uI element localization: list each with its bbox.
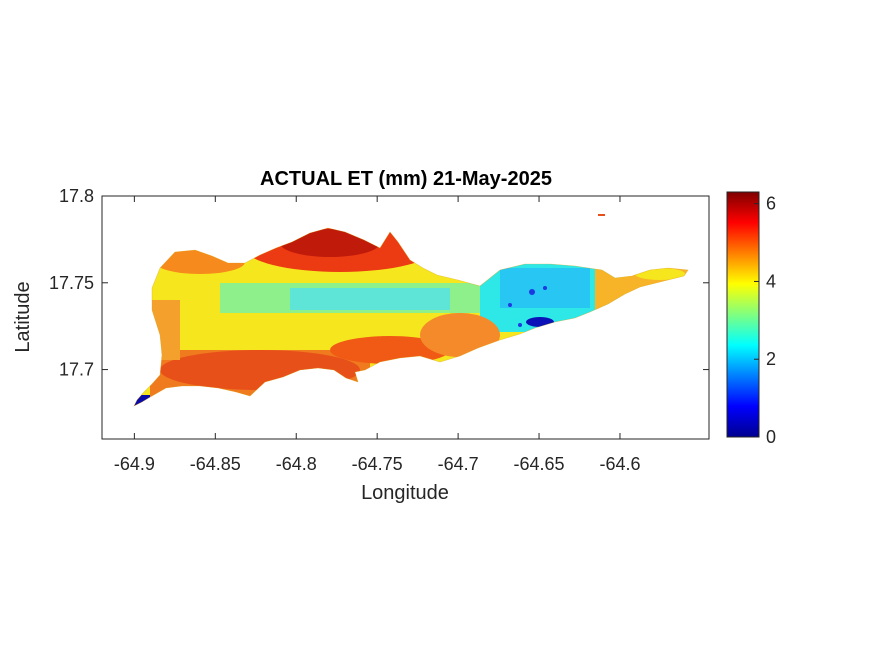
chart-title: ACTUAL ET (mm) 21-May-2025: [260, 168, 552, 190]
x-tick-label: -64.75: [352, 454, 403, 474]
x-tick-label: -64.9: [114, 454, 155, 474]
islet-marker: [598, 214, 605, 216]
colorbar-tick-label: 6: [766, 194, 776, 214]
y-axis-label: Latitude: [12, 281, 34, 352]
colorbar-tick-label: 2: [766, 349, 776, 369]
x-tick-label: -64.8: [276, 454, 317, 474]
x-tick-label: -64.7: [438, 454, 479, 474]
colorbar-tick-label: 4: [766, 271, 776, 291]
colorbar-tick-label: 0: [766, 427, 776, 447]
colorbar-ticks: 0 2 4 6: [754, 194, 776, 447]
colorbar: [726, 191, 760, 438]
x-tick-label: -64.65: [514, 454, 565, 474]
y-tick-label: 17.8: [59, 186, 94, 206]
y-tick-label: 17.7: [59, 360, 94, 380]
y-axis: 17.8 17.75 17.7: [49, 186, 709, 380]
x-axis-label: Longitude: [361, 482, 449, 504]
y-tick-label: 17.75: [49, 273, 94, 293]
x-tick-label: -64.85: [190, 454, 241, 474]
x-axis: -64.9 -64.85 -64.8 -64.75 -64.7 -64.65 -64.6: [114, 196, 640, 474]
x-tick-label: -64.6: [599, 454, 640, 474]
